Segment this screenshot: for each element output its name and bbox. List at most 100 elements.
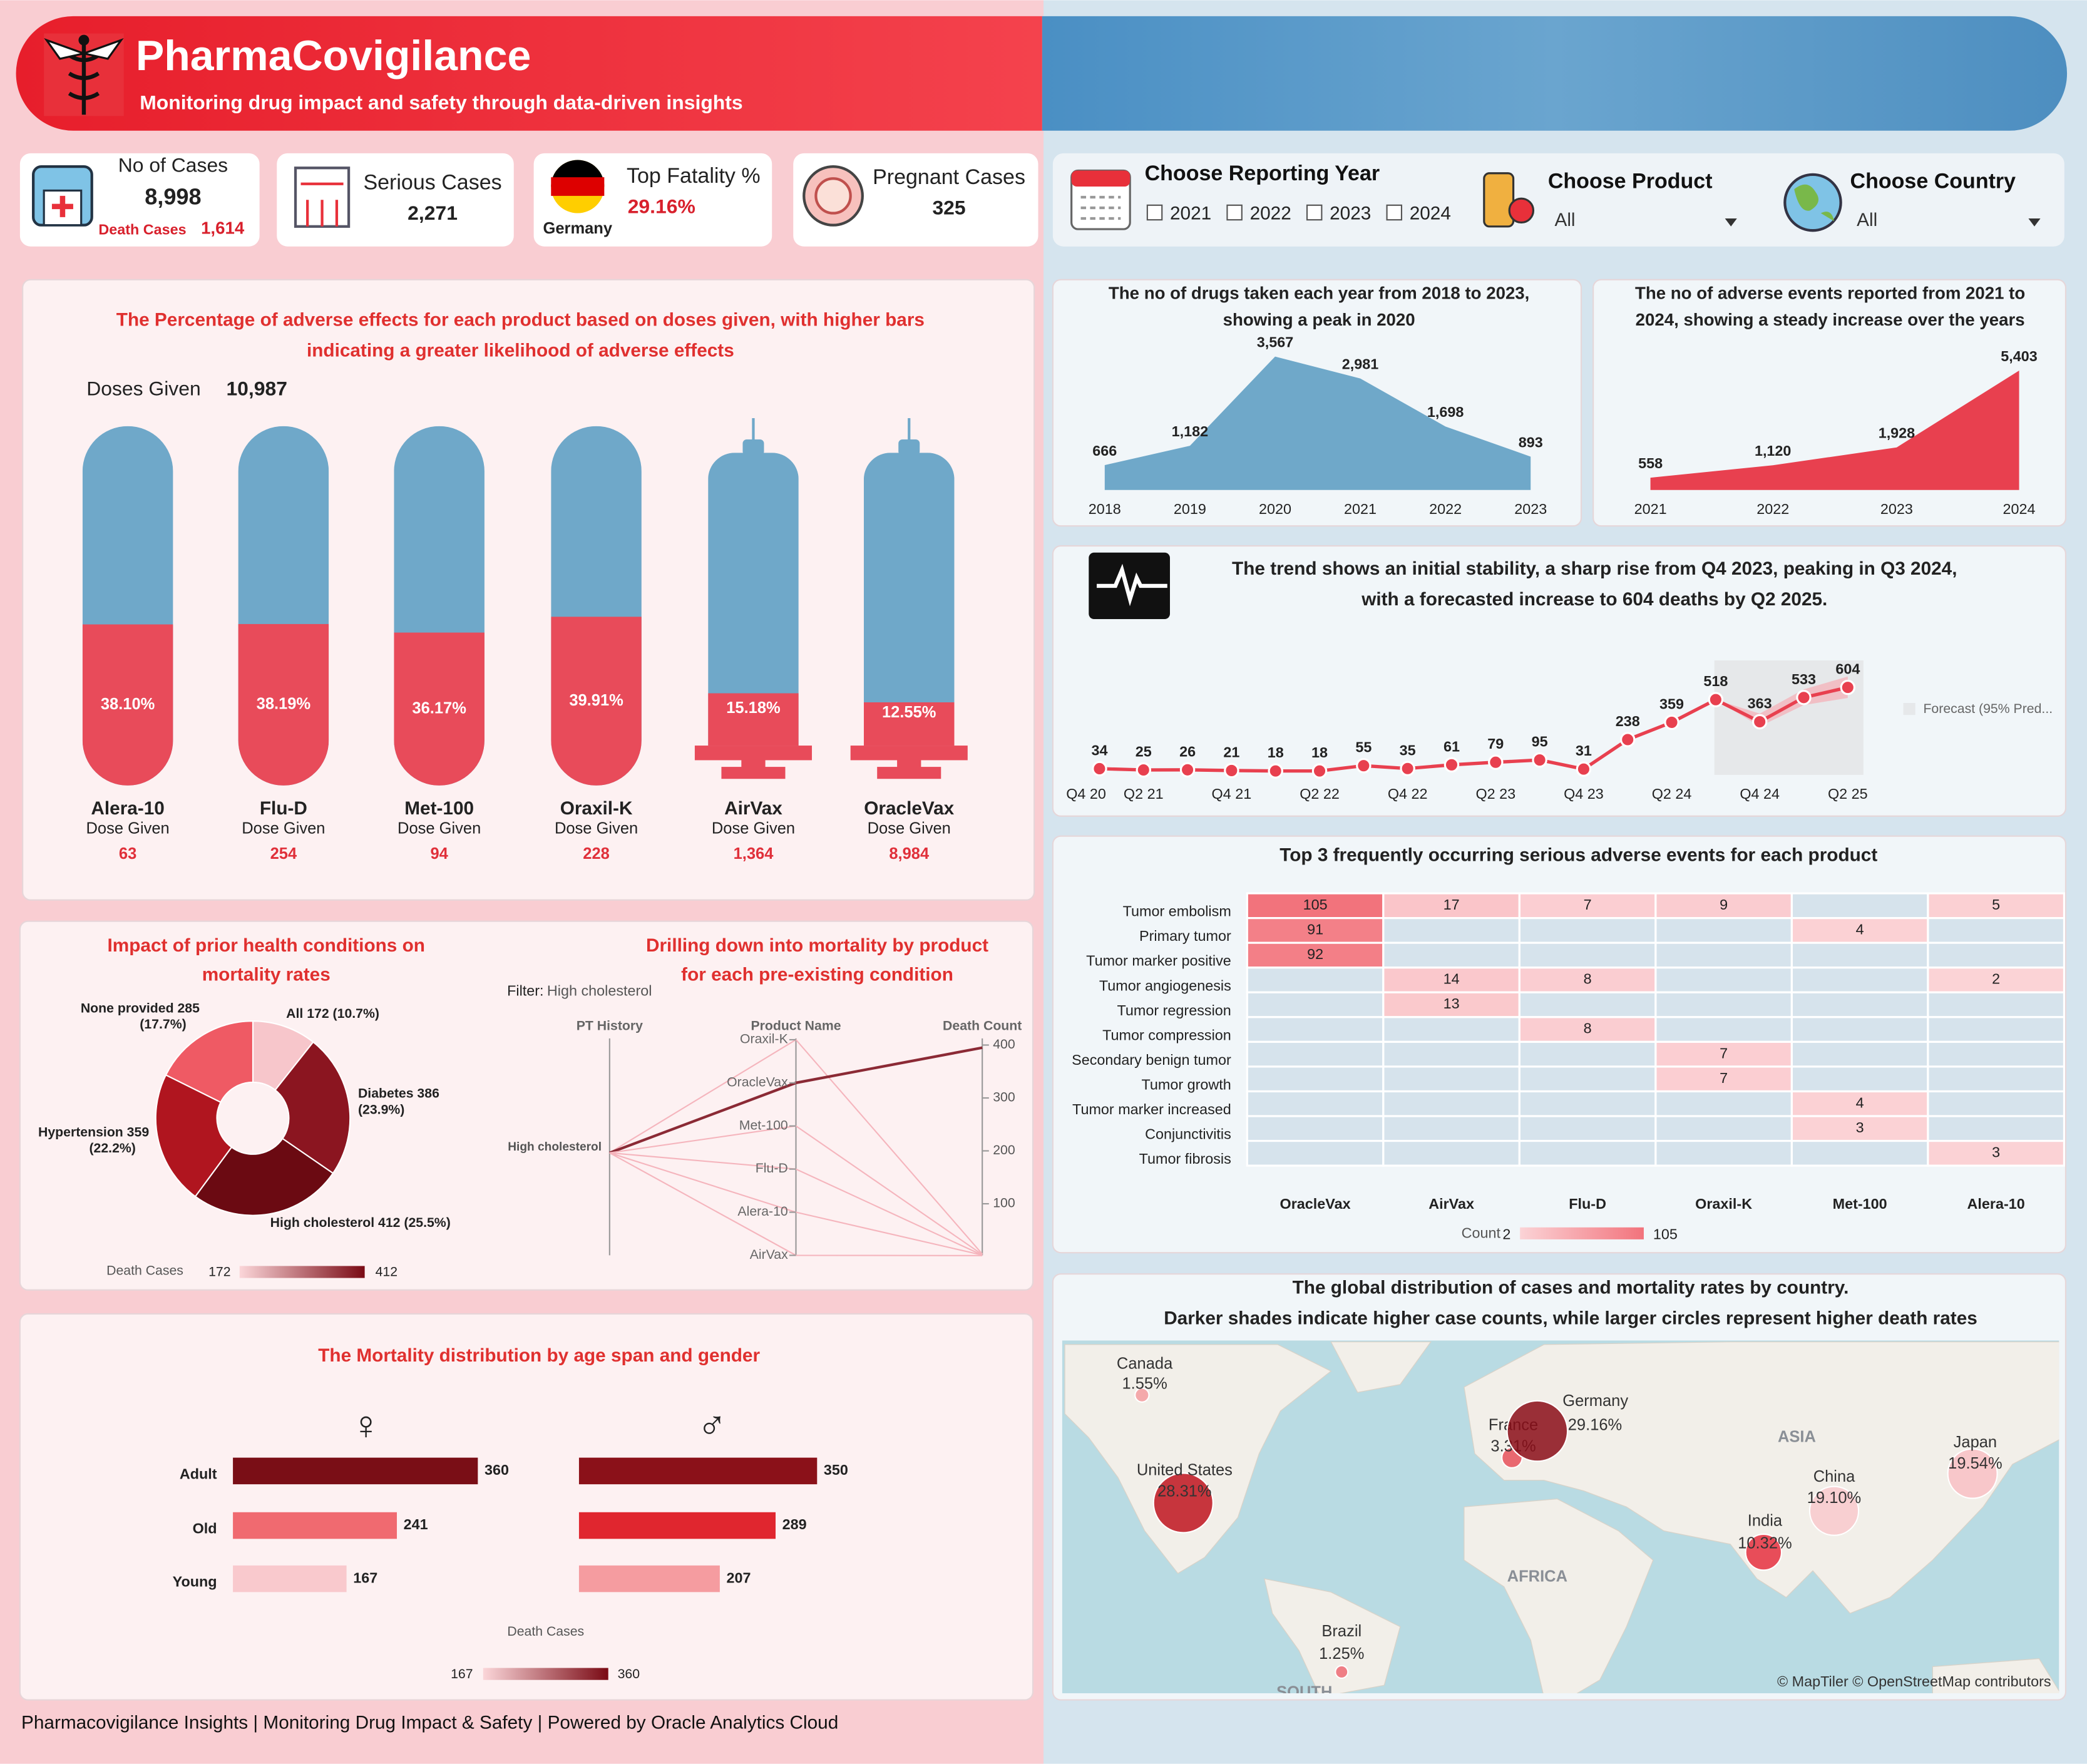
filter-label: Choose Country — [1850, 170, 2016, 193]
land — [1064, 1344, 1332, 1574]
product-shape — [551, 426, 642, 786]
empty-cell — [1654, 991, 1793, 1018]
dropdown-arrow[interactable] — [1725, 218, 1737, 227]
point — [1268, 763, 1283, 779]
checkbox[interactable] — [1226, 204, 1243, 221]
x-tick-label: Q2 24 — [1652, 786, 1692, 802]
option-label[interactable]: 2023 — [1330, 203, 1371, 224]
data-label: 533 — [1792, 671, 1816, 687]
kpi-value: 29.16% — [628, 195, 695, 217]
option-label[interactable]: 2021 — [1170, 203, 1211, 224]
doses-label: 1,364 — [734, 845, 774, 863]
chart-title: The no of drugs taken each year from 201… — [1109, 284, 1529, 303]
option-label[interactable]: 2024 — [1410, 203, 1451, 224]
column-label: Oraxil-K — [1695, 1196, 1752, 1212]
data-label: 3,567 — [1257, 334, 1294, 351]
cell-label: 5 — [1992, 896, 2000, 913]
dropdown-arrow[interactable] — [2028, 218, 2041, 227]
slice-label: High cholesterol 412 (25.5%) — [270, 1215, 451, 1230]
bar — [394, 632, 485, 786]
data-label: 12.55% — [882, 704, 936, 721]
cell-label: 92 — [1307, 946, 1323, 962]
empty-cell — [1518, 1065, 1657, 1093]
country-dropdown[interactable]: All — [1857, 210, 2041, 230]
x-tick-label: 2021 — [1344, 501, 1377, 517]
bar — [551, 617, 642, 786]
doses-label: 63 — [119, 845, 136, 863]
data-label: 363 — [1748, 695, 1772, 712]
hub — [742, 439, 764, 456]
region-label: AFRICA — [1507, 1568, 1567, 1586]
bar — [578, 1512, 776, 1539]
bar — [233, 1565, 347, 1592]
title: PharmaCovigilance — [136, 32, 531, 79]
product-label: Met-100 — [739, 1117, 788, 1132]
product-label: OracleVax — [727, 1074, 788, 1089]
sub-label: Dose Given — [242, 820, 325, 838]
y-tick-label: 400 — [993, 1037, 1015, 1052]
slice-label: (17.7%) — [140, 1017, 186, 1032]
option-label[interactable]: 2022 — [1250, 203, 1291, 224]
kpi-value: 325 — [932, 197, 965, 219]
checkbox[interactable] — [1386, 204, 1403, 221]
point — [1443, 757, 1460, 773]
empty-cell — [1654, 967, 1793, 993]
checkbox[interactable] — [1146, 204, 1163, 221]
legend-max: 360 — [618, 1666, 640, 1681]
legend-gradient — [239, 1266, 365, 1278]
empty-cell — [1382, 941, 1520, 969]
dropdown-value[interactable]: All — [1857, 210, 1877, 230]
row-label: Tumor angiogenesis — [1099, 977, 1231, 993]
region-label: SOUTH — [1276, 1684, 1332, 1701]
icon-pulse — [1097, 563, 1167, 607]
data-label: 207 — [727, 1569, 751, 1586]
kpi-label: Top Fatality % — [627, 164, 761, 188]
bar — [233, 1457, 478, 1485]
sub-label: Dose Given — [868, 820, 951, 838]
y-tick-label: 100 — [993, 1196, 1015, 1211]
legend-max: 105 — [1653, 1226, 1678, 1243]
country-label: Japan — [1954, 1433, 1997, 1451]
area — [1650, 371, 2019, 490]
empty-cell — [1246, 1115, 1385, 1142]
chart-title: 2024, showing a steady increase over the… — [1636, 310, 2025, 329]
bar — [863, 702, 955, 746]
checkbox[interactable] — [1306, 204, 1323, 221]
x-tick-label: 2023 — [1880, 501, 1913, 517]
column-label: OracleVax — [1280, 1196, 1351, 1212]
point — [1532, 752, 1547, 768]
legend-gradient — [483, 1668, 608, 1680]
point — [1400, 761, 1415, 776]
data-label: 5,403 — [2001, 348, 2038, 364]
empty-cell — [1246, 1090, 1385, 1117]
cell-label: 9 — [1720, 896, 1728, 913]
row-label: Tumor regression — [1117, 1002, 1231, 1018]
x-tick-label: 2021 — [1634, 501, 1667, 517]
data-label: 238 — [1616, 713, 1640, 729]
category-label: AirVax — [724, 798, 782, 819]
land — [1464, 1341, 2059, 1614]
slice-label: (23.9%) — [358, 1102, 404, 1117]
doses-label: 94 — [430, 845, 448, 863]
x-tick-label: Q2 25 — [1828, 786, 1868, 802]
empty-cell — [1382, 1040, 1520, 1068]
empty-cell — [1518, 1139, 1657, 1167]
cell-label: 8 — [1584, 971, 1592, 987]
dropdown-value[interactable]: All — [1554, 210, 1575, 230]
year-options[interactable]: 2021 2022 2023 2024 — [1146, 203, 1451, 224]
doses-label: 8,984 — [889, 845, 930, 863]
kpi-label: No of Cases — [118, 154, 228, 177]
forecast-band — [1715, 676, 1848, 727]
empty-cell — [1927, 1016, 2066, 1043]
header-left — [16, 16, 1042, 131]
cell-label: 14 — [1443, 971, 1460, 987]
product-dropdown[interactable]: All — [1554, 210, 1737, 230]
data-label: 241 — [404, 1516, 428, 1532]
data-label: 1,698 — [1427, 404, 1464, 420]
data-label: 38.19% — [257, 695, 310, 713]
bubble — [1808, 1485, 1860, 1536]
chart-title: indicating a greater likelihood of adver… — [307, 341, 734, 361]
empty-cell — [1654, 941, 1793, 969]
country-label: United States — [1137, 1462, 1233, 1479]
